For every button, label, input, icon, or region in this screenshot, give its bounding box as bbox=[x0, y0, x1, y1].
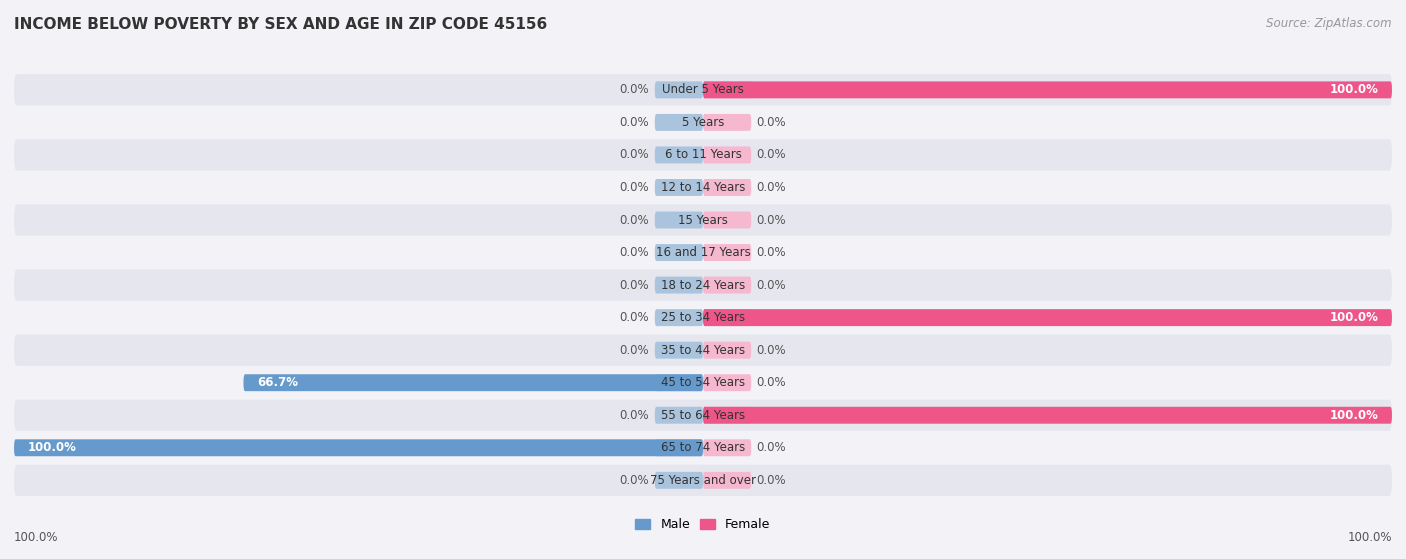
FancyBboxPatch shape bbox=[14, 269, 1392, 301]
Text: 0.0%: 0.0% bbox=[620, 214, 650, 226]
Text: 0.0%: 0.0% bbox=[756, 246, 786, 259]
Text: 100.0%: 100.0% bbox=[1329, 409, 1378, 421]
FancyBboxPatch shape bbox=[703, 407, 1392, 424]
Text: 0.0%: 0.0% bbox=[756, 474, 786, 487]
FancyBboxPatch shape bbox=[14, 465, 1392, 496]
Legend: Male, Female: Male, Female bbox=[630, 513, 776, 536]
FancyBboxPatch shape bbox=[14, 74, 1392, 106]
Text: 100.0%: 100.0% bbox=[1329, 311, 1378, 324]
Text: 0.0%: 0.0% bbox=[620, 344, 650, 357]
Text: 12 to 14 Years: 12 to 14 Years bbox=[661, 181, 745, 194]
Text: 16 and 17 Years: 16 and 17 Years bbox=[655, 246, 751, 259]
Text: 35 to 44 Years: 35 to 44 Years bbox=[661, 344, 745, 357]
FancyBboxPatch shape bbox=[703, 439, 751, 456]
Text: 66.7%: 66.7% bbox=[257, 376, 298, 389]
Text: 75 Years and over: 75 Years and over bbox=[650, 474, 756, 487]
FancyBboxPatch shape bbox=[655, 439, 703, 456]
Text: 0.0%: 0.0% bbox=[756, 181, 786, 194]
FancyBboxPatch shape bbox=[14, 205, 1392, 236]
Text: 0.0%: 0.0% bbox=[620, 181, 650, 194]
FancyBboxPatch shape bbox=[655, 309, 703, 326]
Text: 5 Years: 5 Years bbox=[682, 116, 724, 129]
Text: 0.0%: 0.0% bbox=[756, 214, 786, 226]
Text: 0.0%: 0.0% bbox=[756, 441, 786, 454]
Text: 0.0%: 0.0% bbox=[756, 344, 786, 357]
FancyBboxPatch shape bbox=[655, 114, 703, 131]
FancyBboxPatch shape bbox=[14, 172, 1392, 203]
Text: 0.0%: 0.0% bbox=[756, 116, 786, 129]
FancyBboxPatch shape bbox=[14, 302, 1392, 333]
FancyBboxPatch shape bbox=[655, 82, 703, 98]
FancyBboxPatch shape bbox=[703, 211, 751, 229]
FancyBboxPatch shape bbox=[703, 472, 751, 489]
Text: 0.0%: 0.0% bbox=[620, 278, 650, 292]
FancyBboxPatch shape bbox=[703, 82, 751, 98]
Text: 6 to 11 Years: 6 to 11 Years bbox=[665, 149, 741, 162]
FancyBboxPatch shape bbox=[14, 139, 1392, 170]
FancyBboxPatch shape bbox=[14, 107, 1392, 138]
FancyBboxPatch shape bbox=[243, 374, 703, 391]
Text: 100.0%: 100.0% bbox=[1329, 83, 1378, 96]
Text: 65 to 74 Years: 65 to 74 Years bbox=[661, 441, 745, 454]
Text: 0.0%: 0.0% bbox=[620, 149, 650, 162]
FancyBboxPatch shape bbox=[14, 400, 1392, 431]
FancyBboxPatch shape bbox=[703, 179, 751, 196]
Text: 0.0%: 0.0% bbox=[620, 311, 650, 324]
FancyBboxPatch shape bbox=[703, 82, 1392, 98]
Text: 0.0%: 0.0% bbox=[756, 278, 786, 292]
FancyBboxPatch shape bbox=[655, 179, 703, 196]
Text: 0.0%: 0.0% bbox=[620, 246, 650, 259]
FancyBboxPatch shape bbox=[655, 277, 703, 293]
FancyBboxPatch shape bbox=[655, 472, 703, 489]
Text: 55 to 64 Years: 55 to 64 Years bbox=[661, 409, 745, 421]
Text: 0.0%: 0.0% bbox=[620, 83, 650, 96]
FancyBboxPatch shape bbox=[14, 432, 1392, 463]
FancyBboxPatch shape bbox=[655, 146, 703, 163]
FancyBboxPatch shape bbox=[703, 374, 751, 391]
FancyBboxPatch shape bbox=[703, 407, 751, 424]
Text: Source: ZipAtlas.com: Source: ZipAtlas.com bbox=[1267, 17, 1392, 30]
Text: 45 to 54 Years: 45 to 54 Years bbox=[661, 376, 745, 389]
Text: 0.0%: 0.0% bbox=[620, 116, 650, 129]
Text: 15 Years: 15 Years bbox=[678, 214, 728, 226]
Text: 0.0%: 0.0% bbox=[756, 376, 786, 389]
Text: 100.0%: 100.0% bbox=[14, 532, 59, 544]
FancyBboxPatch shape bbox=[14, 237, 1392, 268]
Text: 0.0%: 0.0% bbox=[620, 474, 650, 487]
FancyBboxPatch shape bbox=[655, 374, 703, 391]
Text: 18 to 24 Years: 18 to 24 Years bbox=[661, 278, 745, 292]
FancyBboxPatch shape bbox=[703, 146, 751, 163]
FancyBboxPatch shape bbox=[703, 244, 751, 261]
Text: Under 5 Years: Under 5 Years bbox=[662, 83, 744, 96]
Text: 0.0%: 0.0% bbox=[620, 409, 650, 421]
Text: INCOME BELOW POVERTY BY SEX AND AGE IN ZIP CODE 45156: INCOME BELOW POVERTY BY SEX AND AGE IN Z… bbox=[14, 17, 547, 32]
FancyBboxPatch shape bbox=[14, 334, 1392, 366]
FancyBboxPatch shape bbox=[703, 309, 1392, 326]
FancyBboxPatch shape bbox=[703, 309, 751, 326]
Text: 25 to 34 Years: 25 to 34 Years bbox=[661, 311, 745, 324]
Text: 100.0%: 100.0% bbox=[1347, 532, 1392, 544]
FancyBboxPatch shape bbox=[14, 439, 703, 456]
Text: 0.0%: 0.0% bbox=[756, 149, 786, 162]
FancyBboxPatch shape bbox=[703, 114, 751, 131]
FancyBboxPatch shape bbox=[655, 244, 703, 261]
Text: 100.0%: 100.0% bbox=[28, 441, 77, 454]
FancyBboxPatch shape bbox=[703, 277, 751, 293]
FancyBboxPatch shape bbox=[655, 342, 703, 359]
FancyBboxPatch shape bbox=[655, 211, 703, 229]
FancyBboxPatch shape bbox=[655, 407, 703, 424]
FancyBboxPatch shape bbox=[703, 342, 751, 359]
FancyBboxPatch shape bbox=[14, 367, 1392, 399]
